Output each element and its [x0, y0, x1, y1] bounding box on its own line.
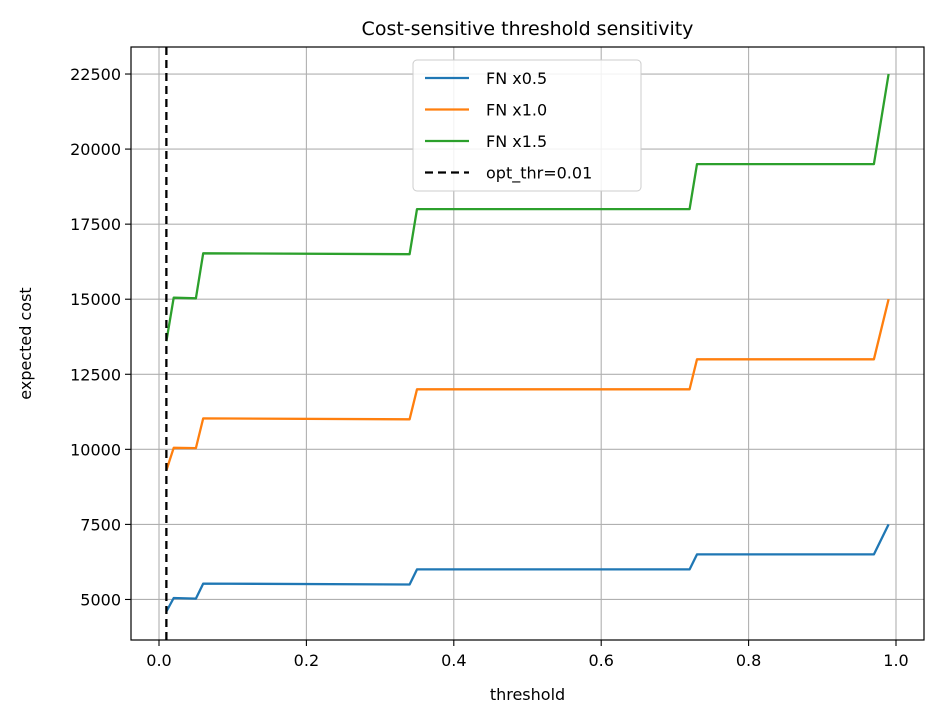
- plot-frame: [130, 46, 925, 641]
- legend-box: [412, 59, 642, 192]
- series-line: [165, 298, 890, 471]
- legend-label: FN x1.0: [486, 101, 547, 120]
- y-tick-label: 10000: [70, 440, 121, 459]
- y-tick-label: 17500: [70, 215, 121, 234]
- legend-label: FN x1.5: [486, 132, 547, 151]
- y-tick-label: 7500: [80, 515, 121, 534]
- x-tick-label: 0.8: [736, 651, 761, 670]
- series-line: [165, 73, 890, 342]
- x-tick-label: 0.4: [441, 651, 466, 670]
- ticks: 0.0 0.2 0.4 0.6 0.8 1.0 5000 7500 10000 12500 1500…: [70, 65, 909, 670]
- y-tick-label: 20000: [70, 140, 121, 159]
- y-axis-title: expected cost: [16, 287, 35, 399]
- series-layer: [165, 47, 890, 640]
- legend-label: opt_thr=0.01: [486, 164, 592, 184]
- x-tick-label: 1.0: [883, 651, 908, 670]
- chart-title: Cost-sensitive threshold sensitivity: [362, 18, 694, 40]
- y-tick-label: 15000: [70, 290, 121, 309]
- x-tick-label: 0.0: [146, 651, 171, 670]
- y-tick-label: 12500: [70, 365, 121, 384]
- y-tick-label: 22500: [70, 65, 121, 84]
- series-line: [165, 523, 890, 613]
- legend: FN x0.5 FN x1.0 FN x1.5 opt_thr=0.01: [412, 59, 642, 192]
- legend-label: FN x0.5: [486, 69, 547, 88]
- y-tick-label: 5000: [80, 590, 121, 609]
- x-tick-label: 0.6: [588, 651, 613, 670]
- x-tick-label: 0.2: [294, 651, 319, 670]
- x-axis-title: threshold: [490, 685, 565, 704]
